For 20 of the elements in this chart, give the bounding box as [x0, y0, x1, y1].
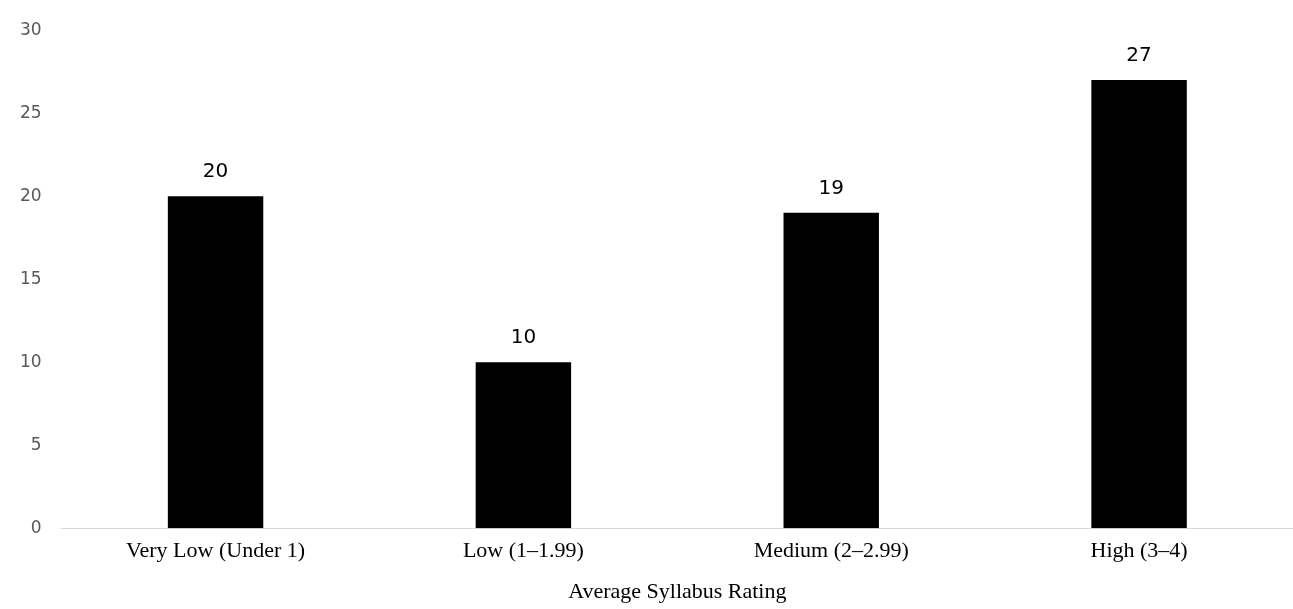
- data-label: 20: [202, 158, 229, 183]
- x-tick-label: Very Low (Under 1): [126, 537, 306, 563]
- bar: [783, 212, 879, 529]
- data-label: 10: [510, 324, 537, 349]
- y-tick-label: 20: [19, 184, 42, 205]
- x-tick-label: High (3–4): [1090, 537, 1188, 563]
- data-label: 27: [1126, 42, 1152, 67]
- y-tick-label: 10: [19, 350, 42, 371]
- data-label: 19: [818, 175, 844, 199]
- y-tick-label: 5: [30, 433, 42, 454]
- y-tick-label: 25: [19, 101, 42, 122]
- bar: [1091, 80, 1187, 529]
- bar: [475, 362, 572, 529]
- bar: [167, 196, 264, 529]
- x-tick-label: Low (1–1.99): [462, 537, 584, 563]
- x-tick-label: Medium (2–2.99): [753, 537, 909, 563]
- y-tick-label: 30: [19, 18, 42, 39]
- y-tick-label: 0: [30, 516, 42, 537]
- x-axis-title: Average Syllabus Rating: [568, 577, 787, 603]
- y-tick-label: 15: [19, 267, 42, 288]
